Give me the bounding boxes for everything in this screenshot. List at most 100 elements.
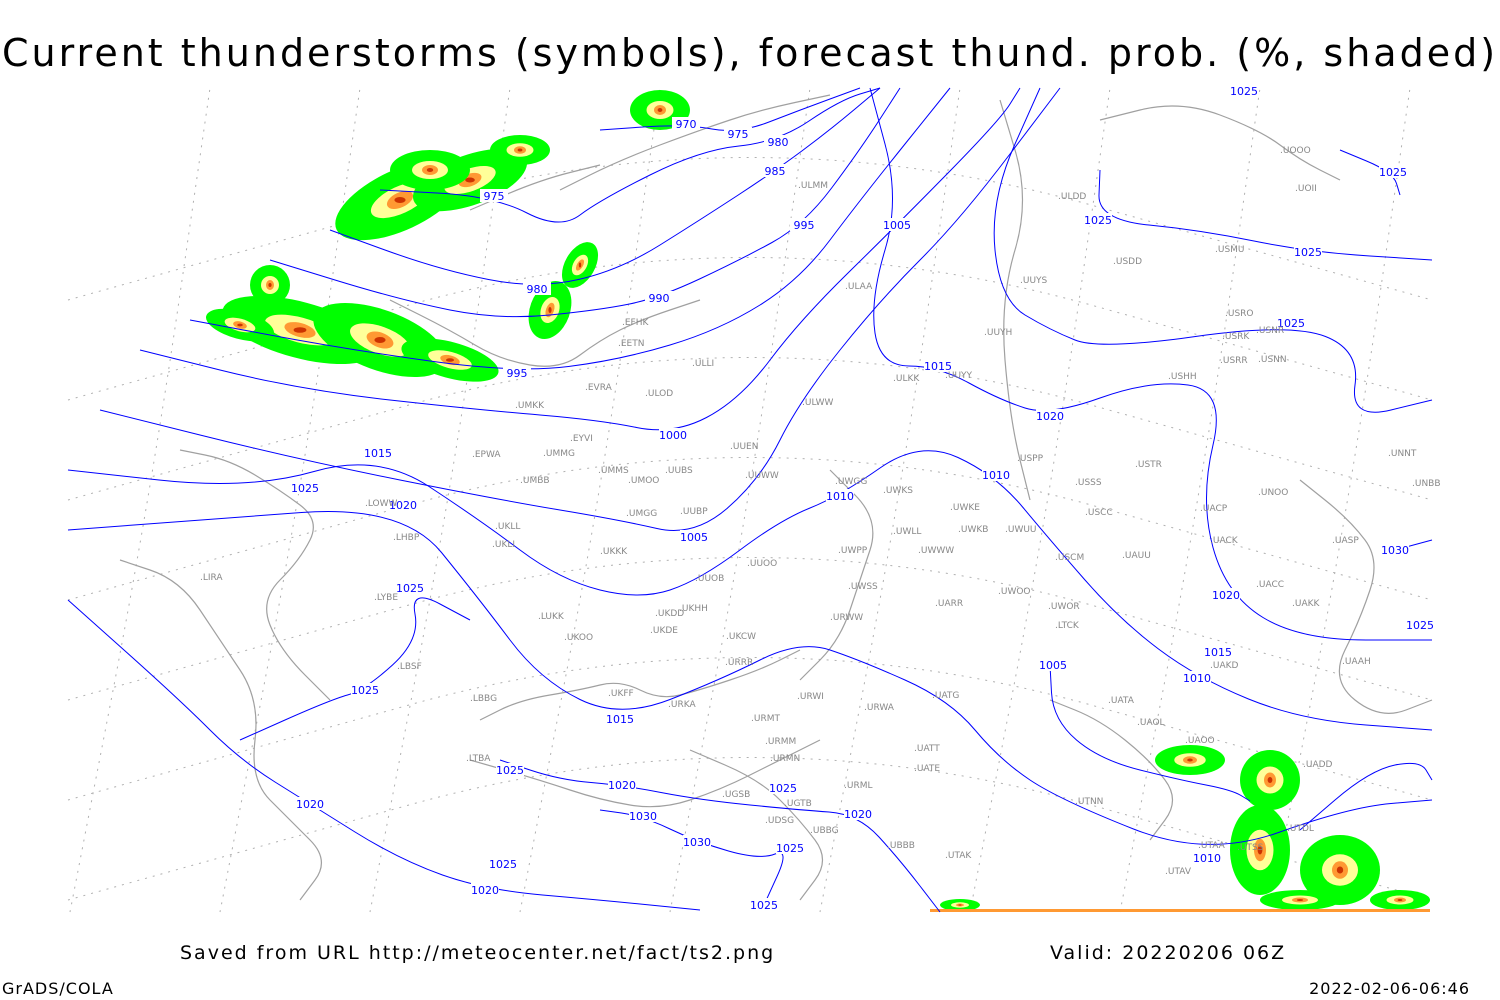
isobar-label: 1025	[1379, 166, 1407, 179]
station-label: .UWUU	[1005, 525, 1037, 535]
station-label: .UTNN	[1075, 797, 1103, 807]
station-labels: .EFHK .EETN .EVRA .ULOD .ULLI .UMKK .EYVI .UMMG…	[200, 146, 1441, 877]
station-label: .URWI	[797, 692, 824, 702]
isobar-line	[189, 87, 951, 370]
probability-area-max	[657, 108, 663, 112]
station-label: .LTBA	[466, 754, 491, 764]
station-label: .UMKK	[515, 401, 545, 411]
isobar-line	[1339, 149, 1401, 196]
station-label: .UKLI	[492, 540, 515, 550]
station-label: .UWPP	[838, 546, 868, 556]
isobar-label: 1025	[291, 482, 319, 495]
station-label: .ULAA	[845, 282, 873, 292]
isobar-label: 1030	[683, 836, 711, 849]
coastline	[389, 299, 701, 367]
isobar-line	[379, 87, 881, 223]
isobar-label-bg	[1230, 84, 1258, 97]
probability-strip	[930, 909, 1430, 912]
station-label: .ULDD	[1058, 192, 1086, 202]
station-label: .UMBB	[520, 476, 550, 486]
isobar-line	[329, 87, 881, 285]
isobar-label: 1020	[608, 779, 636, 792]
isobar-label-bg	[844, 807, 872, 820]
station-label: .UUWW	[745, 471, 779, 481]
isobar-label-bg	[364, 446, 392, 459]
probability-area-max	[237, 323, 243, 327]
station-label: .URKA	[668, 700, 696, 710]
meridian-line	[219, 87, 361, 913]
isobar-label: 1025	[1406, 619, 1434, 632]
isobar-label-bg	[1039, 658, 1067, 671]
thunderstorm-probability-shading	[205, 90, 1430, 912]
station-label: .URML	[844, 781, 872, 791]
station-label: .UTAK	[945, 851, 972, 861]
isobar-label: 1020	[296, 798, 324, 811]
station-label: .UMMG	[543, 449, 575, 459]
isobar-line	[99, 87, 1061, 531]
station-label: .UNOO	[1258, 488, 1288, 498]
station-label: .UWOR	[1048, 602, 1080, 612]
station-label: .USRO	[1225, 309, 1254, 319]
probability-area-max	[1296, 899, 1304, 901]
isobar-label: 975	[484, 190, 505, 203]
coastline	[999, 99, 1031, 501]
isobar-label: 1020	[1036, 410, 1064, 423]
station-label: .UAOO	[1185, 736, 1215, 746]
probability-area-max	[465, 177, 475, 183]
probability-area-max	[426, 168, 434, 172]
station-label: .ULKK	[893, 374, 920, 384]
isobar-label: 970	[676, 118, 697, 131]
station-label: .UATE	[914, 764, 940, 774]
station-label: .URMT	[751, 714, 780, 724]
station-label: .UAKD	[1210, 661, 1239, 671]
isobar-line	[67, 510, 1433, 845]
station-label: .UWOO	[998, 587, 1031, 597]
station-label: .UAUU	[1122, 551, 1151, 561]
station-label: .URWA	[864, 703, 895, 713]
isobar-label: 1020	[471, 884, 499, 897]
isobar-label: 1020	[844, 808, 872, 821]
isobar-label: 995	[794, 219, 815, 232]
isobar-label: 1030	[629, 810, 657, 823]
station-label: .UGTB	[784, 799, 812, 809]
station-label: .USDD	[1113, 257, 1142, 267]
isobar-label-bg	[924, 359, 952, 372]
isobar-line	[1098, 169, 1433, 261]
isobar-label-bg	[489, 857, 517, 870]
isobar-label-bg	[1277, 316, 1305, 329]
station-label: .UATA	[1108, 696, 1135, 706]
station-label: .UASP	[1332, 536, 1359, 546]
probability-area-max	[517, 148, 523, 152]
isobar-label: 1010	[826, 490, 854, 503]
station-label: .UBBG	[810, 826, 839, 836]
isobar-line	[599, 87, 861, 131]
isobar-label-bg	[761, 164, 789, 177]
software-credit: GrADS/COLA	[2, 979, 114, 998]
probability-area-max	[1397, 899, 1403, 901]
isobar-label: 1015	[1204, 646, 1232, 659]
station-label: .UTSS	[1237, 843, 1264, 853]
station-label: .USNN	[1258, 355, 1287, 365]
station-label: .UWLL	[893, 527, 921, 537]
probability-area-max	[293, 327, 307, 333]
station-label: .UUBS	[665, 466, 693, 476]
isobar-label: 985	[765, 165, 786, 178]
isobar-label: 1025	[769, 782, 797, 795]
station-label: .UKCW	[726, 632, 756, 642]
isobar-label: 1025	[1084, 214, 1112, 227]
station-label: .UWKB	[958, 525, 988, 535]
station-label: .URMN	[770, 754, 800, 764]
isobar-label: 990	[649, 292, 670, 305]
station-label: .URRR	[725, 658, 753, 668]
station-label: .UGSB	[722, 790, 750, 800]
isobar-label: 1015	[364, 447, 392, 460]
probability-area-max	[394, 197, 406, 203]
isobars	[67, 87, 1433, 913]
isobar-label-bg	[645, 291, 673, 304]
station-label: .UWKE	[950, 503, 980, 513]
station-label: .LYBE	[374, 593, 398, 603]
station-label: .UACC	[1256, 580, 1284, 590]
probability-area-max	[1257, 845, 1263, 855]
station-label: .USCC	[1085, 508, 1113, 518]
